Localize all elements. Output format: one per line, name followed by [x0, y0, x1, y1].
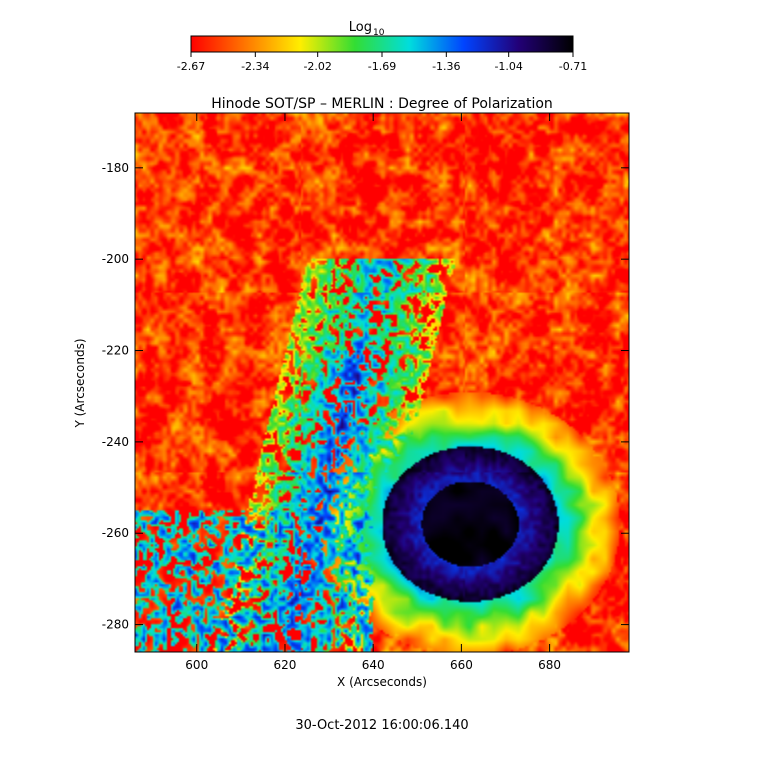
colorbar-tick-label: -1.04 [494, 60, 522, 73]
x-tick-label: 620 [274, 658, 297, 672]
y-axis-label: Y (Arcseconds) [73, 338, 87, 428]
colorbar-label: Log [349, 20, 372, 35]
colorbar-label-subscript: 10 [373, 28, 385, 38]
y-axis-ticks: -180 -200 -220 -240 -260 -280 [102, 161, 629, 632]
y-tick-label: -200 [102, 252, 129, 266]
heatmap [134, 112, 630, 653]
x-tick-label: 680 [538, 658, 561, 672]
colorbar-tick-label: -0.71 [559, 60, 587, 73]
plot-frame [134, 112, 630, 653]
heatmap-image [135, 113, 629, 652]
colorbar: Log 10 -2.67 -2.34 -2.02 -1.69 -1.36 -1.04 -0.… [177, 20, 587, 73]
x-axis-label: X (Arcseconds) [337, 675, 427, 689]
x-tick-label: 660 [450, 658, 473, 672]
x-tick-label: 600 [185, 658, 208, 672]
colorbar-tick-label: -1.36 [432, 60, 460, 73]
y-tick-label: -260 [102, 526, 129, 540]
colorbar-bar [190, 35, 574, 53]
y-tick-label: -220 [102, 344, 129, 358]
y-tick-label: -280 [102, 618, 129, 632]
colorbar-tick-label: -1.69 [368, 60, 396, 73]
x-tick-label: 640 [362, 658, 385, 672]
y-tick-label: -240 [102, 435, 129, 449]
colorbar-tick-label: -2.02 [303, 60, 331, 73]
y-tick-label: -180 [102, 161, 129, 175]
colorbar-tick-label: -2.67 [177, 60, 205, 73]
x-axis-ticks: 600 620 640 660 680 [185, 113, 561, 672]
chart-title: Hinode SOT/SP – MERLIN : Degree of Polar… [211, 96, 553, 112]
colorbar-ticks: -2.67 -2.34 -2.02 -1.69 -1.36 -1.04 -0.71 [177, 52, 587, 73]
timestamp: 30-Oct-2012 16:00:06.140 [295, 718, 468, 733]
colorbar-tick-label: -2.34 [241, 60, 269, 73]
